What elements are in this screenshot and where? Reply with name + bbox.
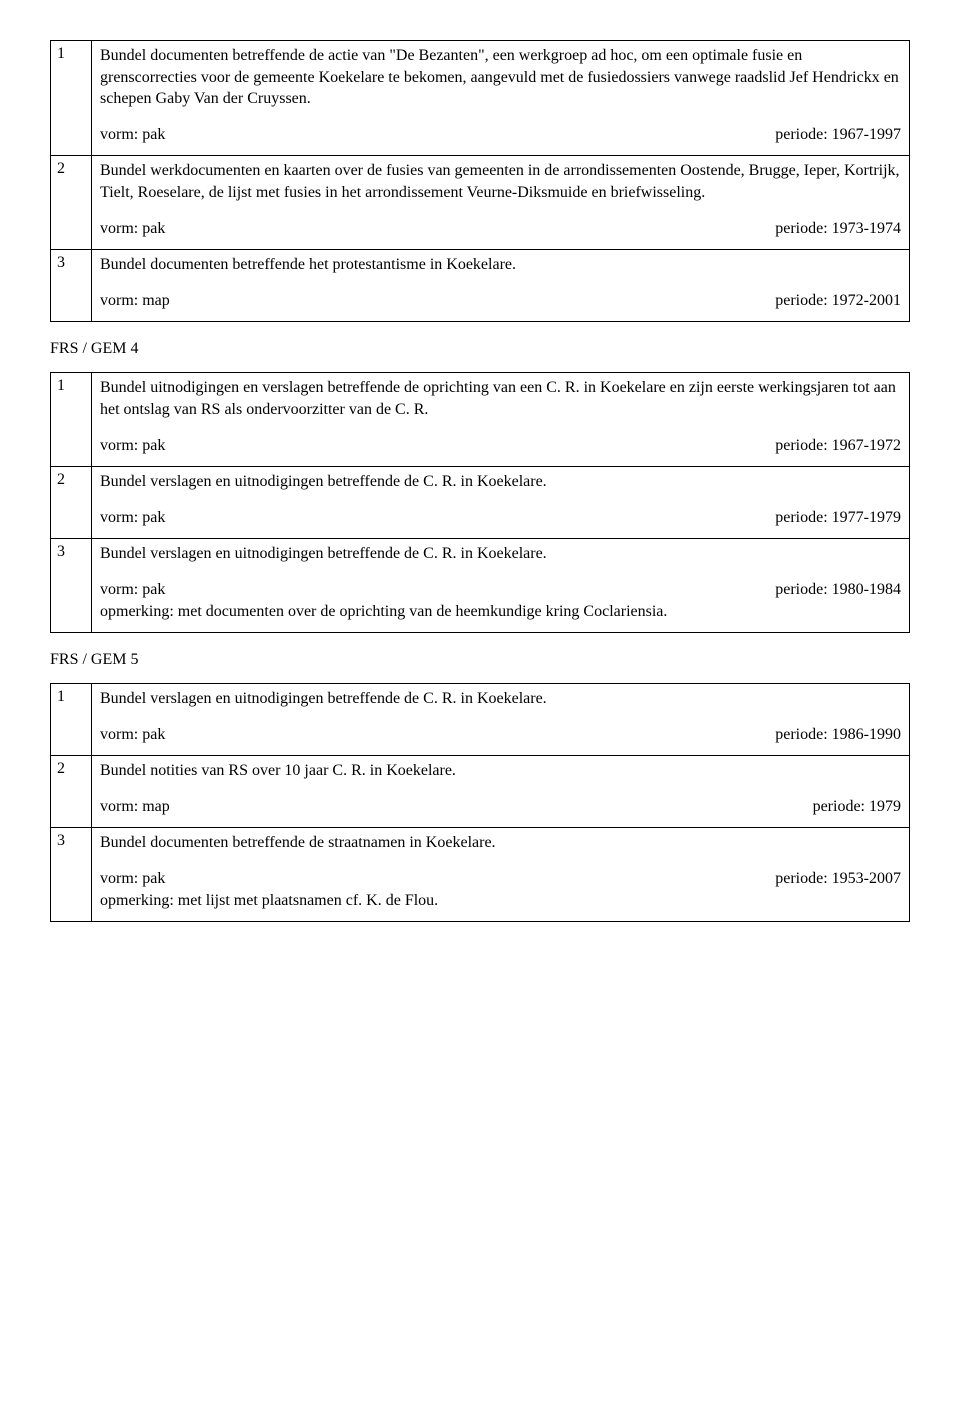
section-header: FRS / GEM 5 — [50, 651, 910, 669]
row-form: vorm: pak — [100, 868, 755, 890]
row-body: Bundel documenten betreffende het protes… — [92, 250, 910, 322]
row-form: vorm: pak — [100, 579, 755, 601]
table-row: 1 Bundel verslagen en uitnodigingen betre… — [51, 684, 910, 756]
archive-table: 1 Bundel verslagen en uitnodigingen betre… — [50, 683, 910, 922]
row-form: vorm: pak — [100, 218, 755, 240]
row-meta: vorm: pakperiode: 1986-1990 — [100, 724, 901, 746]
row-description: Bundel verslagen en uitnodigingen betref… — [100, 471, 901, 493]
row-period: periode: 1979 — [793, 796, 901, 818]
row-period: periode: 1986-1990 — [755, 724, 901, 746]
row-form: vorm: pak — [100, 724, 755, 746]
row-period: periode: 1967-1997 — [755, 124, 901, 146]
row-number: 1 — [51, 684, 92, 756]
row-description: Bundel uitnodigingen en verslagen betref… — [100, 377, 901, 420]
row-body: Bundel documenten betreffende de straatn… — [92, 828, 910, 922]
table-row: 1Bundel uitnodigingen en verslagen betre… — [51, 373, 910, 467]
document-root: 1Bundel documenten betreffende de actie … — [50, 40, 910, 922]
row-description: Bundel documenten betreffende de actie v… — [100, 45, 901, 110]
row-meta: vorm: pakperiode: 1967-1972 — [100, 435, 901, 457]
row-form: vorm: pak — [100, 435, 755, 457]
row-form: vorm: pak — [100, 507, 755, 529]
row-description: Bundel notities van RS over 10 jaar C. R… — [100, 760, 901, 782]
row-meta: vorm: pakperiode: 1977-1979 — [100, 507, 901, 529]
row-number: 2 — [51, 156, 92, 250]
row-number: 1 — [51, 373, 92, 467]
archive-table: 1Bundel documenten betreffende de actie … — [50, 40, 910, 322]
archive-table: 1Bundel uitnodigingen en verslagen betre… — [50, 372, 910, 633]
row-body: Bundel werkdocumenten en kaarten over de… — [92, 156, 910, 250]
row-period: periode: 1980-1984 — [755, 579, 901, 601]
table-row: 3 Bundel verslagen en uitnodigingen betre… — [51, 539, 910, 633]
row-body: Bundel documenten betreffende de actie v… — [92, 41, 910, 156]
table-row: 1Bundel documenten betreffende de actie … — [51, 41, 910, 156]
row-number: 3 — [51, 828, 92, 922]
row-body: Bundel verslagen en uitnodigingen betref… — [92, 467, 910, 539]
table-row: 2 Bundel verslagen en uitnodigingen betre… — [51, 467, 910, 539]
row-note: opmerking: met lijst met plaatsnamen cf.… — [100, 890, 901, 912]
row-note: opmerking: met documenten over de oprich… — [100, 601, 901, 623]
row-description: Bundel werkdocumenten en kaarten over de… — [100, 160, 901, 203]
table-row: 3 Bundel documenten betreffende de straat… — [51, 828, 910, 922]
row-period: periode: 1953-2007 — [755, 868, 901, 890]
row-meta: vorm: pakperiode: 1973-1974 — [100, 218, 901, 240]
row-body: Bundel notities van RS over 10 jaar C. R… — [92, 756, 910, 828]
row-number: 2 — [51, 467, 92, 539]
row-meta: vorm: mapperiode: 1972-2001 — [100, 290, 901, 312]
row-period: periode: 1972-2001 — [755, 290, 901, 312]
row-form: vorm: map — [100, 290, 755, 312]
row-number: 2 — [51, 756, 92, 828]
row-body: Bundel uitnodigingen en verslagen betref… — [92, 373, 910, 467]
row-meta: vorm: pakperiode: 1953-2007 — [100, 868, 901, 890]
row-period: periode: 1977-1979 — [755, 507, 901, 529]
table-row: 2Bundel werkdocumenten en kaarten over d… — [51, 156, 910, 250]
row-body: Bundel verslagen en uitnodigingen betref… — [92, 684, 910, 756]
row-meta: vorm: mapperiode: 1979 — [100, 796, 901, 818]
row-description: Bundel verslagen en uitnodigingen betref… — [100, 543, 901, 565]
row-number: 3 — [51, 250, 92, 322]
row-number: 3 — [51, 539, 92, 633]
row-period: periode: 1973-1974 — [755, 218, 901, 240]
row-period: periode: 1967-1972 — [755, 435, 901, 457]
row-form: vorm: pak — [100, 124, 755, 146]
row-body: Bundel verslagen en uitnodigingen betref… — [92, 539, 910, 633]
row-description: Bundel documenten betreffende het protes… — [100, 254, 901, 276]
row-meta: vorm: pakperiode: 1967-1997 — [100, 124, 901, 146]
section-header: FRS / GEM 4 — [50, 340, 910, 358]
table-row: 3 Bundel documenten betreffende het prote… — [51, 250, 910, 322]
row-form: vorm: map — [100, 796, 793, 818]
table-row: 2 Bundel notities van RS over 10 jaar C. … — [51, 756, 910, 828]
row-description: Bundel documenten betreffende de straatn… — [100, 832, 901, 854]
row-number: 1 — [51, 41, 92, 156]
row-meta: vorm: pakperiode: 1980-1984 — [100, 579, 901, 601]
row-description: Bundel verslagen en uitnodigingen betref… — [100, 688, 901, 710]
